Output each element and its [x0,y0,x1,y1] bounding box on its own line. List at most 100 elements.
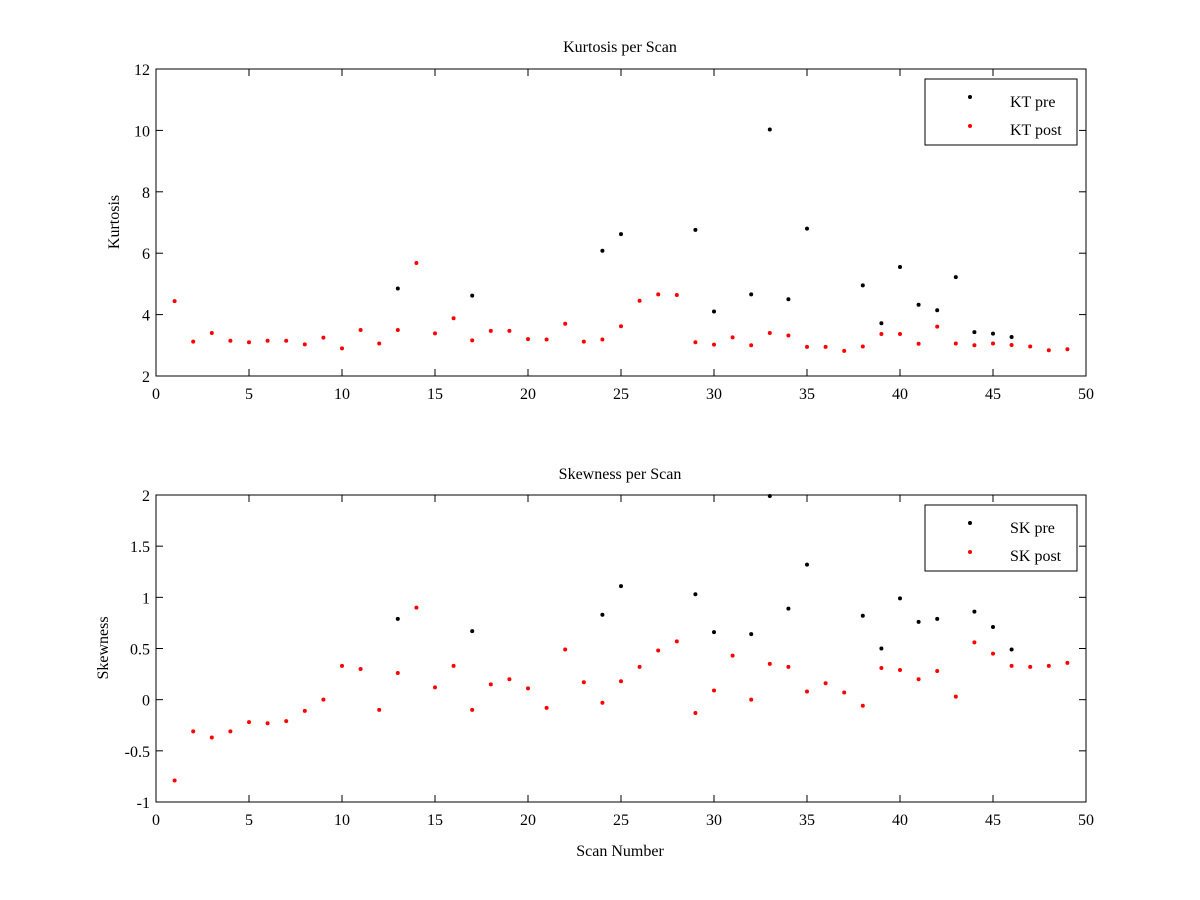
kurtosis-legend-box [924,78,1078,146]
point-kt-post [377,341,382,346]
point-sk-post [786,664,791,669]
point-sk-post [898,667,902,672]
kurtosis-y-axis-label: Kurtosis [106,195,123,249]
kurtosis-x-tick-label: 45 [985,386,1001,403]
point-sk-post [600,700,605,705]
point-sk-post [488,682,493,687]
point-sk-pre [805,562,809,567]
point-kt-post [321,335,326,340]
point-kt-post [805,344,809,349]
point-kt-pre [749,292,754,297]
skewness-x-tick-label: 15 [427,812,443,829]
skewness-x-tick-label: 35 [799,812,815,829]
point-kt-post [433,331,437,336]
kurtosis-panel: Kurtosis per Scan Kurtosis 0 5 10 15 20 25 30 3… [106,39,1094,403]
point-kt-post [191,339,196,344]
point-kt-post [507,328,512,333]
point-sk-pre [600,612,605,617]
point-sk-pre [749,632,754,637]
skewness-x-tick-label: 25 [613,812,629,829]
point-sk-post [860,703,865,708]
point-sk-post [1028,664,1033,669]
point-sk-post [991,651,995,656]
skewness-y-tick-label: 0.5 [130,642,150,659]
point-sk-post [544,705,549,710]
point-sk-post [395,671,400,676]
point-kt-post [209,331,214,336]
legend-label-sk-pre: SK pre [1010,520,1055,537]
point-sk-post [693,710,698,715]
point-sk-pre [786,606,791,611]
point-kt-post [414,261,419,266]
point-sk-post [879,665,884,670]
point-sk-pre [916,619,921,624]
kurtosis-x-tick-label: 50 [1078,386,1094,403]
point-kt-post [1065,347,1070,352]
point-sk-post [451,663,456,668]
point-sk-post [265,721,270,726]
point-kt-post [172,299,177,304]
kurtosis-x-tick-label: 5 [245,386,253,403]
skewness-x-tick-label: 45 [985,812,1001,829]
point-kt-pre [1009,335,1014,340]
kurtosis-y-tick-label: 8 [142,185,150,202]
point-sk-post [526,686,530,691]
point-kt-post [247,340,251,345]
point-sk-pre [1009,647,1014,652]
skewness-panel: Skewness per Scan Skewness Scan Number 0… [95,466,1094,860]
point-sk-post [284,719,289,724]
point-kt-post [284,338,289,343]
point-sk-post [191,729,196,734]
point-kt-pre [898,265,902,270]
point-kt-post [451,316,456,321]
point-kt-pre [712,309,716,314]
point-sk-post [247,720,251,725]
point-sk-post [674,639,679,644]
legend-marker-kt-pre [968,95,972,99]
point-sk-pre [898,596,902,601]
kurtosis-y-tick-label: 12 [134,62,150,79]
kurtosis-x-tick-label: 30 [706,386,722,403]
kurtosis-x-tick-label: 20 [520,386,536,403]
point-sk-post [749,697,754,702]
skewness-x-ticks: 0 5 10 15 20 25 30 35 40 45 50 [152,495,1094,829]
point-sk-pre [712,630,716,635]
point-sk-post [767,661,772,666]
point-kt-post [916,341,921,346]
point-sk-pre [935,616,940,621]
kurtosis-x-tick-label: 40 [892,386,908,403]
skewness-chart-title: Skewness per Scan [559,466,682,483]
skewness-y-tick-label: 0 [142,693,150,710]
point-kt-post [749,343,754,348]
skewness-x-axis-label: Scan Number [576,843,664,860]
point-kt-post [879,331,884,336]
point-sk-post [842,690,847,695]
point-kt-pre [879,321,884,326]
kurtosis-y-tick-label: 10 [134,123,150,140]
point-sk-post [433,685,437,690]
point-sk-post [1065,660,1070,665]
skewness-x-tick-label: 40 [892,812,908,829]
skewness-y-axis-label: Skewness [95,616,112,679]
point-sk-post [507,677,512,682]
point-kt-post [953,341,958,346]
point-kt-post [898,331,902,336]
skewness-legend: SK pre SK post [924,504,1078,572]
legend-marker-sk-post [968,550,972,554]
skewness-x-tick-label: 5 [245,812,253,829]
point-kt-post [340,346,344,351]
point-kt-pre [786,297,791,302]
point-kt-pre [953,275,958,280]
kurtosis-x-tick-label: 15 [427,386,443,403]
skewness-y-tick-label: -0.5 [125,744,150,761]
point-kt-post [563,321,568,326]
point-sk-post [823,681,828,686]
point-kt-post [730,335,735,340]
point-kt-post [712,342,716,347]
point-sk-post [712,688,716,693]
point-kt-pre [693,227,698,232]
point-sk-post [172,778,177,783]
point-sk-post [1046,663,1051,668]
point-sk-pre [991,625,995,630]
